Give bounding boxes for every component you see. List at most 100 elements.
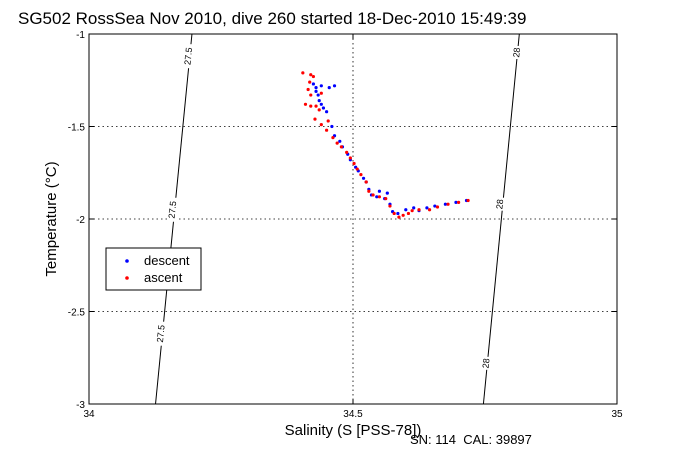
ascent-point <box>406 211 411 216</box>
descent-point <box>311 82 315 86</box>
ascent-point <box>319 123 323 127</box>
ascent-point <box>371 193 375 197</box>
chart-title: SG502 RossSea Nov 2010, dive 260 started… <box>18 9 526 28</box>
ascent-point <box>313 117 317 121</box>
ascent-point <box>309 104 313 108</box>
contour-label: 27.5 <box>155 324 167 342</box>
ascent-point <box>427 208 432 212</box>
contour-label-backdrop <box>183 44 194 69</box>
legend-ascent-label: ascent <box>144 270 183 285</box>
descent-point <box>361 176 366 180</box>
contour-label-backdrop <box>167 197 178 222</box>
descent-point <box>317 99 321 103</box>
contour-label: 28 <box>511 47 522 58</box>
descent-point <box>443 202 447 206</box>
descent-point <box>377 189 381 193</box>
ascent-point <box>401 213 405 217</box>
legend-descent-marker <box>125 259 129 263</box>
x-tick-label: 35 <box>611 409 623 420</box>
ascent-point <box>308 80 312 84</box>
ascent-point <box>339 145 343 149</box>
legend-ascent-marker <box>125 276 129 280</box>
y-tick-label: -2.5 <box>68 308 86 319</box>
density-contour-line <box>482 33 520 405</box>
descent-point <box>412 206 416 210</box>
descent-point <box>319 102 323 106</box>
ascent-point <box>355 167 359 171</box>
descent-point <box>375 195 379 199</box>
ascent-point <box>388 204 392 208</box>
descent-point <box>321 106 326 110</box>
ascent-point <box>335 141 339 145</box>
y-tick-label: -1.5 <box>68 123 86 134</box>
y-tick-label: -2 <box>76 215 85 226</box>
ascent-point <box>309 73 313 77</box>
contour-label: 28 <box>494 199 505 210</box>
contour-label: 28 <box>481 358 492 369</box>
descent-point <box>330 124 334 129</box>
ascent-point <box>466 198 470 203</box>
legend-descent-label: descent <box>144 253 190 268</box>
x-tick-label: 34.5 <box>343 409 363 420</box>
ascent-point <box>301 71 305 75</box>
ascent-point <box>364 180 368 184</box>
ascent-point <box>367 189 371 193</box>
descent-point <box>425 206 429 210</box>
y-tick-label: -3 <box>76 400 85 411</box>
descent-point <box>454 200 458 204</box>
grid-lines <box>89 34 617 404</box>
contour-label-backdrop <box>155 321 166 346</box>
ascent-point <box>306 87 310 92</box>
series-ascent <box>301 71 470 219</box>
contour-label-backdrop <box>511 46 522 59</box>
descent-point <box>404 208 408 212</box>
descent-point <box>314 89 318 93</box>
serial-calibration-note: SN: 114 CAL: 39897 <box>410 432 532 447</box>
legend-box <box>105 247 202 291</box>
ascent-point <box>359 173 363 177</box>
ascent-point <box>352 161 356 166</box>
ascent-point <box>345 150 349 154</box>
descent-point <box>314 86 318 90</box>
ascent-point <box>392 211 396 216</box>
legend: descent ascent <box>105 247 202 291</box>
contour-label: 27.5 <box>167 201 179 219</box>
y-tick-label: -1 <box>76 30 85 41</box>
descent-point <box>316 93 320 97</box>
ascent-point <box>377 195 381 199</box>
descent-point <box>327 86 331 90</box>
descent-point <box>396 211 400 216</box>
data-series <box>301 71 470 219</box>
ascent-point <box>325 128 329 132</box>
ascent-point <box>319 91 323 95</box>
contour-label-backdrop <box>481 356 492 370</box>
density-contours: 27.5 27.5 27.5 28 28 28 <box>155 33 522 405</box>
ascent-point <box>326 119 330 123</box>
ascent-point <box>314 104 318 108</box>
ascent-point <box>457 200 461 204</box>
ascent-point <box>410 209 414 213</box>
descent-point <box>385 191 389 195</box>
y-axis-label: Temperature (°C) <box>43 161 60 276</box>
contour-label-backdrop <box>494 197 505 211</box>
ascent-point <box>348 156 352 160</box>
ascent-point <box>311 74 315 79</box>
ascent-point <box>384 197 388 201</box>
descent-point <box>319 84 323 88</box>
descent-point <box>332 84 337 88</box>
ascent-point <box>417 208 421 212</box>
ascent-point <box>331 136 335 140</box>
x-axis-label: Salinity (S [PSS-78]) <box>285 422 422 439</box>
ascent-point <box>397 215 401 219</box>
x-tick-label: 34 <box>83 409 95 420</box>
ascent-point <box>317 108 321 112</box>
ascent-point <box>303 102 308 106</box>
axis-ticks: 34 34.5 35 -3 -2.5 -2 -1.5 -1 <box>68 30 623 420</box>
contour-label: 27.5 <box>182 47 194 65</box>
ascent-point <box>446 202 450 206</box>
descent-point <box>433 204 437 208</box>
ascent-point <box>435 205 440 209</box>
ascent-point <box>309 93 313 97</box>
